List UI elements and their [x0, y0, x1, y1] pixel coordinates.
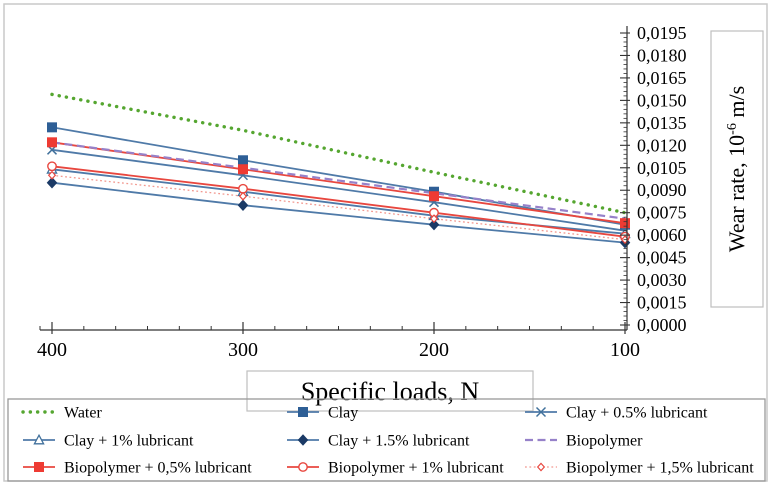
- y-tick-label: 0,0075: [637, 203, 687, 223]
- legend-sample-marker: [536, 462, 546, 472]
- legend: Water Clay Clay + 0.5% lubricant Clay + 1% …: [7, 398, 766, 482]
- legend-item-water: Water: [21, 405, 102, 422]
- legend-label: Clay + 0.5% lubricant: [566, 405, 708, 422]
- legend-label: Biopolymer: [566, 433, 643, 450]
- x-axis-title-fill: [248, 372, 532, 410]
- x-tick-label: 200: [419, 339, 449, 361]
- legend-label: Clay + 1.5% lubricant: [328, 433, 470, 450]
- y-tick-label: 0,0105: [637, 158, 687, 178]
- marker-biopolymer-0-5-lubricant: [620, 218, 630, 229]
- legend-label: Biopolymer + 1,5% lubricant: [566, 460, 754, 477]
- y-tick-label: 0,0120: [637, 135, 687, 155]
- series-line-biopolymer-1-lubricant: [51, 165, 626, 238]
- marker-biopolymer-0-5-lubricant: [238, 164, 248, 175]
- x-tick-label: 300: [228, 339, 258, 361]
- marker-clay: [238, 155, 248, 166]
- y-axis-title-box: Wear rate, 10-6 m/s: [710, 30, 764, 308]
- y-tick-label: 0,0135: [637, 113, 687, 133]
- y-tick-label: 0,0060: [637, 225, 687, 245]
- legend-item-biopolymer: Biopolymer: [525, 433, 643, 450]
- y-tick-label: 0,0150: [637, 90, 687, 110]
- y-tick-label: 0,0195: [637, 23, 687, 43]
- y-tick-label: 0,0090: [637, 180, 687, 200]
- y-tick-label: 0,0015: [637, 293, 687, 313]
- legend-sample-marker: [535, 406, 547, 418]
- legend-item-clay-1-lubricant: Clay + 1% lubricant: [23, 433, 194, 450]
- series-line-clay-1-5-lubricant: [51, 181, 626, 244]
- x-tick-label: 100: [610, 339, 640, 361]
- marker-biopolymer-1-lubricant: [47, 161, 57, 172]
- marker-biopolymer-1-5-lubricant: [47, 170, 57, 180]
- legend-label: Clay: [328, 405, 358, 422]
- marker-biopolymer-1-5-lubricant: [429, 214, 439, 224]
- series-line-biopolymer-1-5-lubricant: [51, 174, 626, 241]
- marker-clay-1-5-lubricant: [46, 177, 58, 189]
- series-line-clay: [51, 126, 626, 226]
- legend-sample-marker: [33, 433, 45, 445]
- y-axis-title: Wear rate, 10-6 m/s: [724, 86, 749, 252]
- x-tick-label: 400: [37, 339, 67, 361]
- legend-item-clay-1-5-lubricant: Clay + 1.5% lubricant: [287, 433, 470, 450]
- legend-item-biopolymer-1-lubricant: Biopolymer + 1% lubricant: [287, 460, 504, 477]
- series-lines: [50, 92, 627, 244]
- marker-biopolymer-1-5-lubricant: [238, 191, 248, 201]
- legend-border: [7, 398, 766, 482]
- x-axis-title: Specific loads, N: [301, 377, 480, 406]
- legend-item-clay: Clay: [287, 405, 358, 422]
- marker-clay-1-5-lubricant: [428, 218, 440, 231]
- legend-sample-marker: [298, 462, 308, 472]
- legend-sample-marker: [297, 434, 309, 446]
- y-tick-label: 0,0165: [637, 68, 687, 88]
- series-line-water: [50, 92, 627, 215]
- marker-biopolymer-1-lubricant: [238, 183, 248, 194]
- legend-item-clay-0-5-lubricant: Clay + 0.5% lubricant: [525, 405, 708, 422]
- y-tick-label: 0,0000: [637, 315, 687, 335]
- legend-item-biopolymer-1-5-lubricant: Biopolymer + 1,5% lubricant: [525, 460, 754, 477]
- legend-label: Biopolymer + 1% lubricant: [328, 460, 504, 477]
- marker-clay-1-5-lubricant: [237, 199, 249, 211]
- x-axis-title-box: Specific loads, NSpecific loads, N: [246, 370, 534, 412]
- x-axis: 400 300 200 100: [37, 322, 640, 361]
- series-line-biopolymer: [51, 141, 626, 220]
- y-tick-label: 0,0045: [637, 248, 687, 268]
- legend-label: Clay + 1% lubricant: [64, 433, 194, 450]
- y-tick-label: 0,0030: [637, 270, 687, 290]
- legend-label: Biopolymer + 0,5% lubricant: [64, 460, 252, 477]
- legend-sample-marker: [34, 462, 44, 472]
- series-markers: [46, 122, 631, 249]
- legend-item-biopolymer-0-5-lubricant: Biopolymer + 0,5% lubricant: [23, 460, 252, 477]
- y-axis-title-border: [710, 30, 764, 308]
- legend-sample-marker: [298, 407, 308, 417]
- y-tick-label: 0,0180: [637, 45, 687, 65]
- series-line-clay-0-5-lubricant: [51, 148, 626, 232]
- marker-clay: [47, 122, 57, 133]
- marker-biopolymer-0-5-lubricant: [429, 191, 439, 202]
- series-line-biopolymer-0-5-lubricant: [51, 141, 626, 225]
- legend-label: Water: [64, 405, 102, 422]
- marker-biopolymer-0-5-lubricant: [47, 137, 57, 148]
